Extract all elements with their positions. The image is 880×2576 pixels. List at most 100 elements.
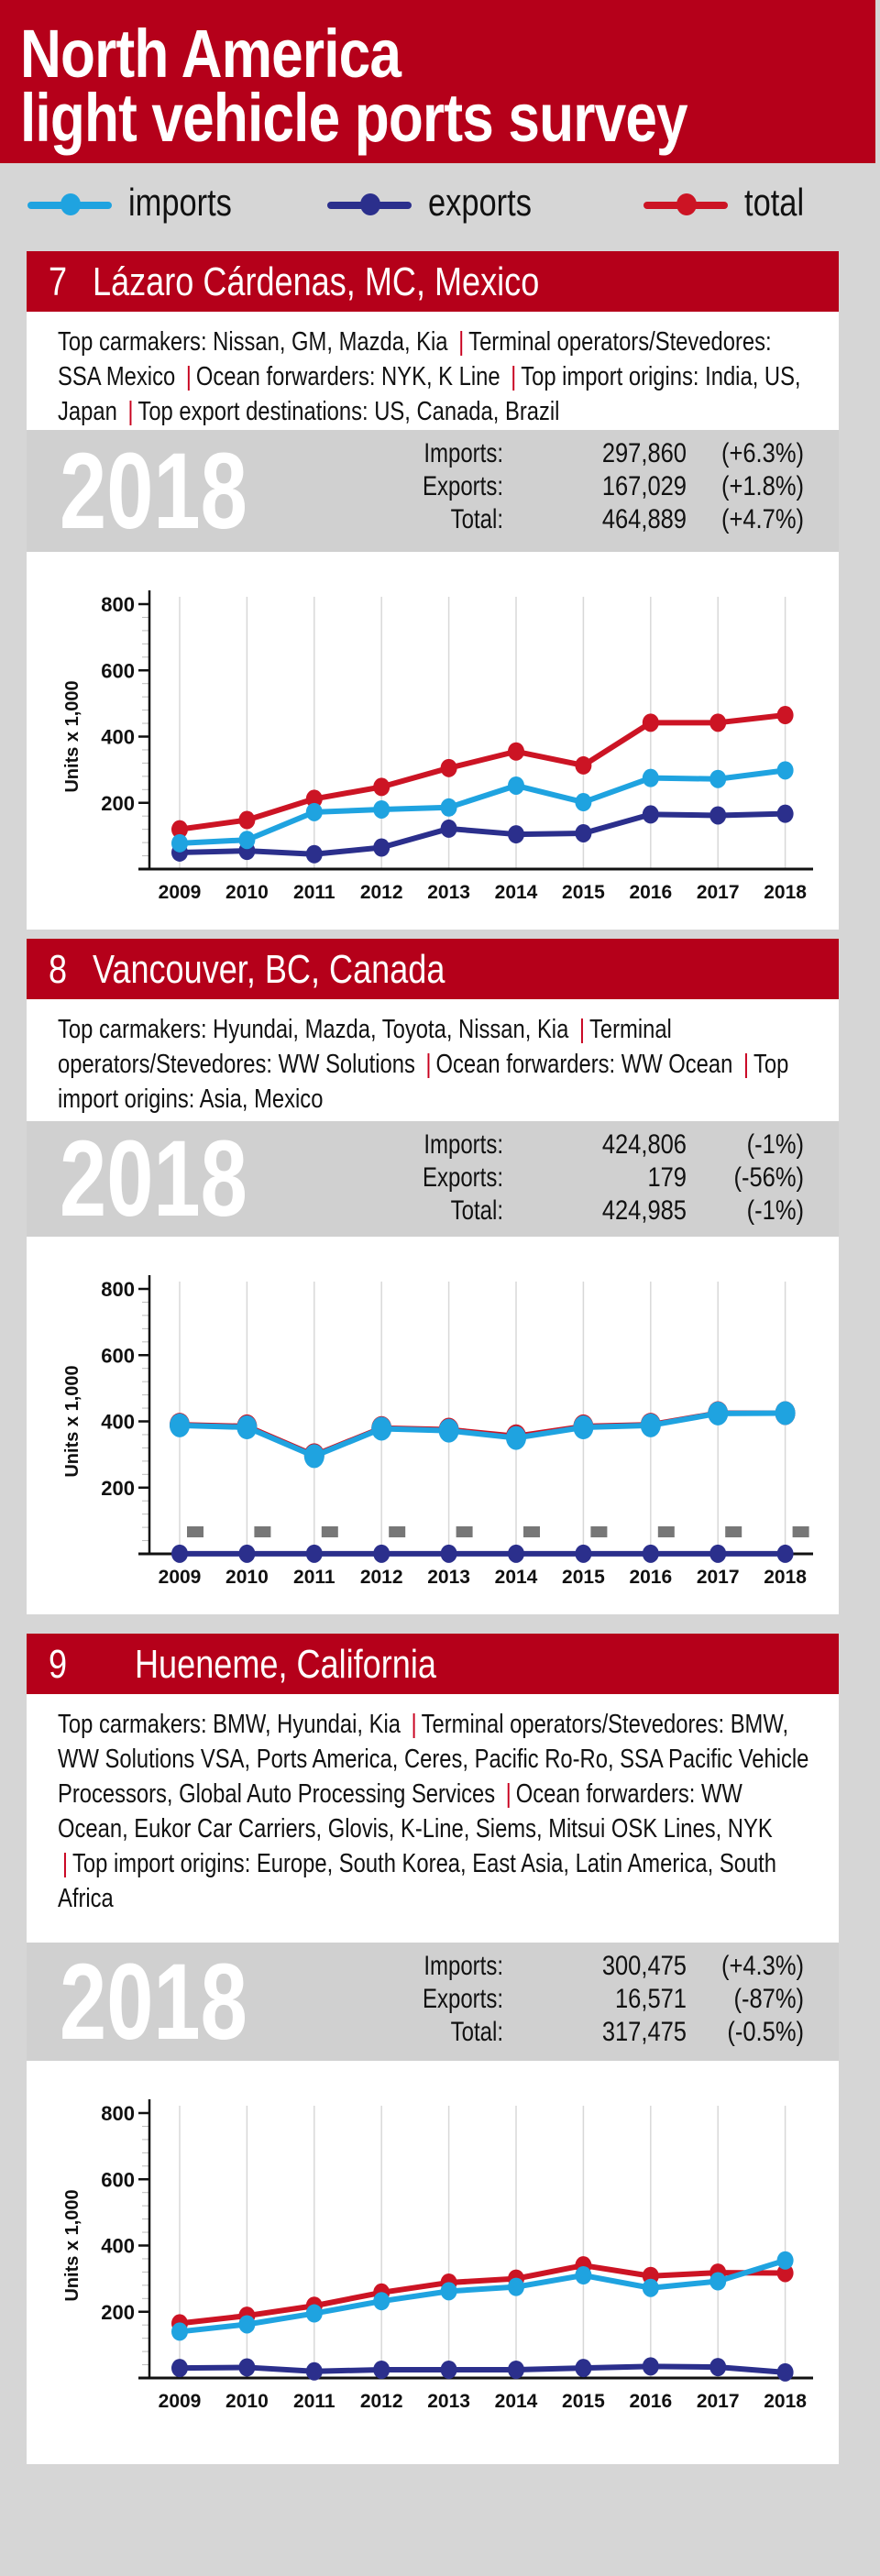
data-label-placeholder (389, 1526, 406, 1537)
data-point-imports (373, 799, 390, 819)
data-point-total (305, 789, 323, 809)
data-point-imports (575, 2266, 592, 2285)
data-point-imports (238, 2315, 256, 2334)
line-chart: 200 400 600 800 Units x 1,000 2009 2010 2011 201… (62, 2099, 813, 2412)
data-point-exports (440, 819, 457, 838)
data-point-total (776, 706, 794, 725)
data-point-imports (305, 2304, 323, 2323)
section-header: 9 Hueneme, California (27, 1634, 839, 1694)
data-point-imports (171, 833, 188, 853)
data-point-exports (776, 1544, 794, 1563)
x-tick-label: 2012 (360, 2391, 403, 2412)
title-banner: North America light vehicle ports survey (0, 0, 875, 163)
stat-value: 16,571 (614, 1984, 687, 2014)
data-point-exports (373, 2360, 390, 2379)
data-point-exports (642, 805, 659, 824)
data-point-imports (508, 2277, 524, 2296)
data-point-imports (506, 1426, 526, 1450)
port-details: Top carmakers: BMW, Hyundai, Kia | Termin… (27, 1694, 839, 1943)
details-text: Top carmakers: Nissan, GM, Mazda, Kia | T… (58, 325, 817, 429)
data-point-total (373, 777, 390, 797)
data-point-total (642, 713, 659, 732)
data-point-total (776, 2263, 794, 2283)
detail-segment: Ocean forwarders: WW Ocean (435, 1050, 733, 1079)
stat-change: (-0.5%) (727, 2017, 804, 2047)
stat-value: 300,475 (601, 1951, 687, 1981)
data-point-exports (575, 1544, 592, 1563)
data-point-exports (710, 2358, 727, 2377)
data-point-imports (305, 802, 323, 821)
y-tick-label: 200 (101, 2301, 135, 2324)
y-tick-label: 600 (101, 659, 135, 682)
legend-marker-icon (60, 193, 81, 215)
port-details: Top carmakers: Hyundai, Mazda, Toyota, N… (27, 999, 839, 1121)
data-point-exports (305, 844, 323, 864)
stat-label: Exports: (422, 471, 503, 501)
data-point-total (171, 820, 188, 839)
series-line-imports (179, 2257, 786, 2335)
series-line-imports (179, 1410, 786, 1459)
detail-segment: Terminal operators/Stevedores: BMW, WW S… (58, 1710, 809, 1809)
detail-segment: Top import origins: Asia, Mexico (58, 1050, 789, 1114)
stat-label: Imports: (424, 438, 503, 468)
year-label: 2018 (60, 1942, 248, 2063)
data-point-imports (508, 776, 524, 795)
series-line-total (179, 712, 786, 832)
data-point-imports (171, 2322, 188, 2341)
x-tick-label: 2009 (159, 1567, 202, 1588)
detail-segment: Terminal operators/Stevedores: WW Soluti… (58, 1015, 672, 1079)
data-point-exports (575, 2359, 592, 2378)
x-tick-label: 2010 (226, 2391, 269, 2412)
stats-band: 2018 Imports: 300,475 (+4.3%) Exports: 16,57… (27, 1943, 839, 2061)
data-point-exports (508, 825, 524, 844)
x-tick-label: 2011 (293, 882, 336, 903)
data-point-total (238, 810, 256, 830)
stat-change: (+4.7%) (720, 504, 804, 534)
separator: | (505, 1779, 512, 1809)
data-point-exports (642, 1544, 659, 1563)
separator: | (578, 1015, 586, 1044)
data-point-exports (642, 2357, 659, 2376)
detail-segment: Top import origins: India, US, Japan (58, 362, 801, 426)
data-point-exports (373, 838, 390, 857)
x-tick-label: 2016 (629, 1567, 672, 1588)
data-point-imports (236, 1415, 258, 1440)
y-tick-label: 200 (101, 792, 135, 815)
data-point-imports (775, 1401, 796, 1426)
data-point-exports (238, 1544, 256, 1563)
series-line-imports (179, 767, 786, 846)
separator: | (511, 362, 517, 391)
data-label-placeholder (725, 1526, 742, 1537)
data-point-exports (508, 2360, 524, 2379)
port-details: Top carmakers: Nissan, GM, Mazda, Kia | T… (27, 312, 839, 430)
y-tick-label: 400 (101, 726, 135, 749)
x-tick-label: 2013 (427, 2391, 470, 2412)
y-tick-label: 600 (101, 1344, 135, 1367)
data-point-imports (238, 831, 256, 850)
data-point-exports (508, 1544, 524, 1563)
detail-segment: Terminal operators/Stevedores: SSA Mexic… (58, 327, 772, 391)
chart-hueneme: 200 400 600 800 Units x 1,000 2009 2010 2011 201… (27, 2061, 839, 2464)
line-chart: 200 400 600 800 Units x 1,000 2009 2010 2011 201… (62, 1275, 813, 1588)
data-label-placeholder (321, 1526, 338, 1537)
data-point-exports (305, 1544, 323, 1563)
separator: | (458, 327, 465, 357)
x-tick-label: 2017 (697, 1567, 740, 1588)
x-tick-label: 2015 (562, 882, 605, 903)
data-point-imports (710, 769, 727, 788)
stat-change: (-56%) (733, 1162, 804, 1193)
data-point-exports (776, 2362, 794, 2382)
data-point-imports (573, 1415, 594, 1440)
y-tick-label: 200 (101, 1477, 135, 1500)
x-tick-label: 2012 (360, 1567, 403, 1588)
data-label-placeholder (254, 1526, 271, 1537)
stat-value: 464,889 (601, 504, 687, 534)
y-axis-label: Units x 1,000 (62, 2189, 82, 2301)
detail-segment: Top carmakers: Nissan, GM, Mazda, Kia (58, 327, 448, 357)
detail-segment: Ocean forwarders: NYK, K Line (195, 362, 500, 391)
port-rank: 9 (49, 1642, 68, 1687)
series-line-total (179, 2262, 786, 2327)
data-point-imports (642, 768, 659, 787)
data-point-exports (305, 2361, 323, 2381)
x-tick-label: 2011 (293, 1567, 336, 1588)
